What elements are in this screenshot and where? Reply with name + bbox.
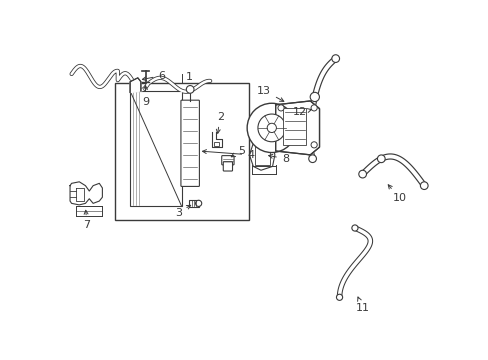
Circle shape bbox=[377, 155, 385, 163]
Polygon shape bbox=[275, 101, 319, 155]
Bar bbox=[115, 83, 249, 220]
Bar bbox=[254, 145, 270, 165]
Bar bbox=[130, 91, 182, 206]
Bar bbox=[283, 108, 306, 145]
Circle shape bbox=[277, 105, 284, 111]
FancyBboxPatch shape bbox=[223, 162, 232, 171]
Text: 7: 7 bbox=[83, 210, 90, 230]
Circle shape bbox=[309, 92, 319, 102]
Circle shape bbox=[195, 200, 202, 206]
Text: 9: 9 bbox=[142, 86, 149, 107]
Text: 12: 12 bbox=[292, 108, 311, 117]
Circle shape bbox=[420, 182, 427, 189]
FancyBboxPatch shape bbox=[181, 100, 199, 186]
FancyBboxPatch shape bbox=[221, 156, 234, 165]
Circle shape bbox=[308, 155, 316, 163]
Text: 8: 8 bbox=[268, 154, 288, 164]
Circle shape bbox=[331, 55, 339, 62]
Circle shape bbox=[257, 114, 285, 142]
Text: 10: 10 bbox=[387, 185, 406, 203]
Text: 11: 11 bbox=[355, 297, 369, 314]
Circle shape bbox=[310, 142, 317, 148]
Text: 13: 13 bbox=[257, 86, 283, 102]
Text: 2: 2 bbox=[216, 112, 224, 133]
Text: 1: 1 bbox=[185, 72, 192, 82]
Bar bbox=[214, 142, 218, 145]
Polygon shape bbox=[130, 78, 141, 93]
Circle shape bbox=[186, 86, 194, 93]
Bar bbox=[189, 199, 198, 207]
Circle shape bbox=[266, 123, 276, 132]
Text: 6: 6 bbox=[142, 71, 165, 81]
Circle shape bbox=[336, 294, 342, 300]
Circle shape bbox=[246, 103, 296, 153]
Circle shape bbox=[310, 105, 317, 111]
Text: 4: 4 bbox=[202, 150, 254, 160]
Text: 3: 3 bbox=[174, 205, 190, 217]
Circle shape bbox=[351, 225, 357, 231]
Text: 5: 5 bbox=[231, 146, 244, 157]
Circle shape bbox=[358, 170, 366, 178]
